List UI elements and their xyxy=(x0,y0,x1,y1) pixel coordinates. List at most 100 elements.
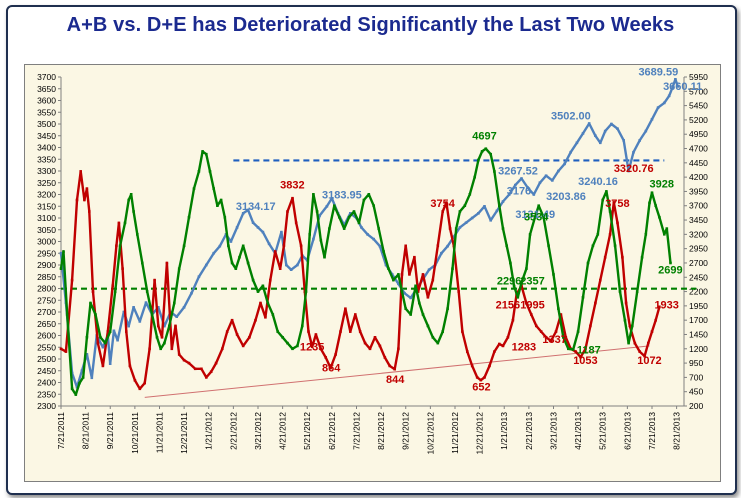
series-point xyxy=(106,330,110,333)
series-point xyxy=(241,344,245,348)
series-point xyxy=(174,324,177,328)
x-tick-label: 8/21/2013 xyxy=(672,412,682,450)
series-point xyxy=(530,313,533,316)
series-point xyxy=(567,347,570,351)
series-point xyxy=(157,324,160,328)
series-point xyxy=(564,336,568,339)
series-point xyxy=(357,221,361,225)
series-point xyxy=(85,353,89,356)
series-point xyxy=(654,204,657,207)
data-label: 1995 xyxy=(520,300,544,312)
series-point xyxy=(605,190,608,193)
series-point xyxy=(65,313,69,316)
x-tick-label: 4/21/2013 xyxy=(573,412,583,450)
series-point xyxy=(205,263,208,267)
series-point xyxy=(234,267,238,270)
series-point xyxy=(674,78,677,81)
series-point xyxy=(148,347,151,351)
series-point xyxy=(511,318,515,322)
series-point xyxy=(571,348,575,351)
y-left-tick-label: 2900 xyxy=(37,260,56,270)
series-point xyxy=(557,169,560,173)
series-point xyxy=(612,201,616,204)
series-point xyxy=(163,341,166,345)
series-point xyxy=(238,255,241,259)
y-left-tick-label: 2500 xyxy=(37,354,56,364)
series-point xyxy=(264,316,267,319)
series-point xyxy=(59,347,63,351)
series-point xyxy=(427,268,431,271)
data-label: 1235 xyxy=(300,341,324,353)
series-point xyxy=(187,215,191,219)
series-point xyxy=(384,263,388,267)
series-point xyxy=(170,347,174,351)
series-point xyxy=(445,201,448,204)
x-tick-label: 12/21/2011 xyxy=(179,412,189,454)
series-point xyxy=(628,324,632,328)
series-point xyxy=(400,290,404,293)
series-point xyxy=(230,261,234,265)
y-left-tick-label: 3650 xyxy=(37,84,56,94)
series-point xyxy=(426,296,430,299)
series-point xyxy=(479,378,483,382)
series-point xyxy=(261,230,265,234)
series-point xyxy=(421,313,425,316)
series-point xyxy=(624,301,628,305)
series-point xyxy=(372,204,375,207)
series-point xyxy=(501,200,505,203)
series-point xyxy=(177,267,181,270)
series-point xyxy=(387,267,390,270)
series-point xyxy=(347,215,351,219)
series-point xyxy=(251,278,255,282)
x-tick-label: 12/21/2012 xyxy=(475,412,485,455)
series-point xyxy=(601,198,604,202)
series-point xyxy=(101,364,105,368)
series-point xyxy=(330,197,334,200)
series-point xyxy=(650,330,654,333)
series-point xyxy=(663,101,666,105)
y-right-tick-label: 4200 xyxy=(689,172,708,182)
series-point xyxy=(608,210,612,213)
y-right-tick-label: 5450 xyxy=(689,101,708,111)
y-right-tick-label: 5700 xyxy=(689,86,708,96)
series-point xyxy=(621,255,624,259)
y-left-tick-label: 3400 xyxy=(37,143,56,153)
y-right-tick-label: 3200 xyxy=(689,229,708,239)
series-point xyxy=(342,223,346,227)
series-point xyxy=(289,268,293,271)
series-point xyxy=(483,376,486,379)
series-point xyxy=(338,215,341,219)
series-point xyxy=(663,233,666,236)
series-point xyxy=(551,179,554,182)
series-point xyxy=(480,150,484,153)
series-point xyxy=(175,315,178,318)
series-point xyxy=(127,198,130,202)
y-left-tick-label: 3350 xyxy=(37,154,56,164)
data-label: 1053 xyxy=(573,355,597,367)
y-left-tick-label: 3450 xyxy=(37,131,56,141)
series-point xyxy=(218,244,222,248)
series-point xyxy=(246,261,250,265)
series-point xyxy=(538,181,542,184)
series-point xyxy=(525,267,528,270)
y-left-tick-label: 3300 xyxy=(37,166,56,176)
series-point xyxy=(132,306,135,309)
series-point xyxy=(168,324,171,328)
y-left-tick-label: 2700 xyxy=(37,307,56,317)
series-point xyxy=(256,290,260,293)
series-point xyxy=(286,210,289,213)
series-point xyxy=(88,210,91,213)
series-point xyxy=(562,336,565,339)
data-label: 3183.95 xyxy=(322,189,362,201)
series-point xyxy=(493,170,496,173)
data-label: 3240.16 xyxy=(578,176,618,188)
series-point xyxy=(468,193,472,196)
y-left-tick-label: 3550 xyxy=(37,107,56,117)
series-point xyxy=(658,215,661,219)
series-point xyxy=(205,376,208,379)
series-point xyxy=(409,296,412,300)
series-point xyxy=(648,201,651,205)
series-point xyxy=(254,318,257,322)
series-point xyxy=(230,318,234,322)
series-point xyxy=(383,356,387,359)
